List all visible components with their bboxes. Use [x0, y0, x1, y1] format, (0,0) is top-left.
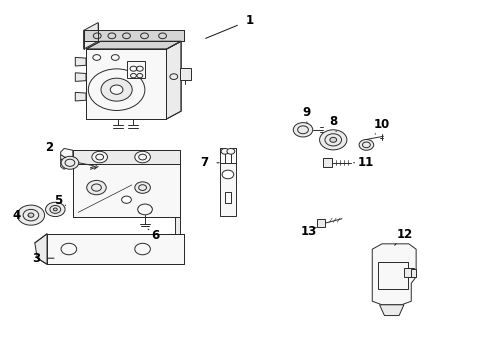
Bar: [403, 268, 413, 277]
Bar: [180, 68, 190, 80]
Circle shape: [86, 180, 106, 195]
Polygon shape: [73, 213, 183, 239]
Circle shape: [319, 130, 346, 150]
Polygon shape: [83, 31, 183, 41]
Circle shape: [61, 156, 79, 169]
Text: 1: 1: [205, 14, 253, 39]
Polygon shape: [83, 23, 98, 49]
Text: 11: 11: [353, 156, 373, 169]
Bar: [377, 262, 407, 289]
Polygon shape: [35, 234, 47, 264]
Polygon shape: [410, 269, 415, 277]
Polygon shape: [75, 73, 86, 81]
Polygon shape: [86, 41, 181, 49]
Circle shape: [135, 243, 150, 255]
Polygon shape: [75, 93, 86, 101]
Text: 12: 12: [394, 228, 412, 245]
Text: 4: 4: [12, 210, 29, 222]
Text: 5: 5: [54, 194, 65, 207]
Text: 10: 10: [373, 118, 389, 134]
Circle shape: [329, 137, 336, 142]
Circle shape: [101, 78, 132, 101]
Polygon shape: [316, 220, 325, 226]
Circle shape: [17, 205, 44, 225]
Circle shape: [138, 204, 152, 215]
Circle shape: [358, 139, 373, 150]
Text: 9: 9: [302, 106, 310, 123]
Polygon shape: [166, 41, 181, 119]
Polygon shape: [379, 305, 403, 316]
Polygon shape: [86, 49, 166, 119]
Circle shape: [222, 170, 233, 179]
Text: 8: 8: [328, 116, 337, 132]
Circle shape: [88, 69, 144, 111]
Polygon shape: [322, 158, 331, 167]
Polygon shape: [61, 159, 73, 169]
Text: 6: 6: [148, 229, 160, 242]
Polygon shape: [75, 57, 86, 66]
Polygon shape: [47, 234, 183, 264]
Circle shape: [53, 208, 57, 211]
Polygon shape: [220, 163, 235, 216]
Circle shape: [221, 148, 228, 154]
Polygon shape: [73, 164, 180, 217]
Polygon shape: [61, 148, 73, 161]
Circle shape: [122, 196, 131, 203]
Polygon shape: [138, 205, 152, 213]
Text: 3: 3: [32, 252, 54, 265]
Circle shape: [61, 243, 77, 255]
Text: 7: 7: [200, 156, 219, 169]
Circle shape: [92, 151, 107, 163]
Bar: [127, 60, 144, 78]
Polygon shape: [371, 244, 415, 305]
Polygon shape: [73, 150, 180, 164]
Circle shape: [110, 85, 122, 94]
Bar: [224, 192, 230, 203]
Text: 2: 2: [45, 141, 65, 158]
Circle shape: [28, 213, 34, 217]
Circle shape: [226, 148, 234, 154]
Circle shape: [135, 151, 150, 163]
Circle shape: [45, 202, 65, 217]
Circle shape: [293, 123, 312, 137]
Text: 13: 13: [300, 225, 316, 238]
Circle shape: [135, 182, 150, 193]
